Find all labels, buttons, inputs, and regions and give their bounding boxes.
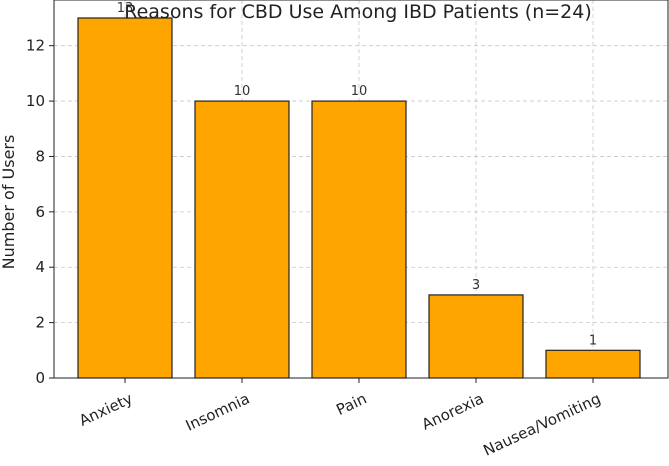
data-label: 1	[589, 333, 597, 348]
x-category-label: Pain	[333, 389, 369, 419]
y-tick-label: 0	[35, 369, 45, 387]
y-tick-label: 6	[35, 203, 45, 221]
x-category-label: Nausea/Vomiting	[480, 389, 603, 459]
y-tick-label: 4	[35, 258, 45, 276]
y-tick-label: 12	[26, 37, 45, 55]
x-category-label: Anorexia	[419, 389, 486, 433]
bar-anxiety	[77, 17, 173, 379]
bar-nausea-vomiting	[545, 349, 641, 379]
data-labels: 13 10 10 3 1	[117, 1, 597, 348]
x-category-label: Insomnia	[183, 389, 253, 434]
data-label: 3	[472, 278, 480, 293]
data-label: 13	[117, 1, 134, 16]
y-tick-label: 2	[35, 314, 45, 332]
bar-anorexia	[428, 294, 524, 379]
data-label: 10	[234, 84, 251, 99]
x-category-labels: Anxiety Insomnia Pain AnorexiaNausea/Vomiti…	[76, 389, 603, 459]
bar-pain	[311, 100, 407, 379]
y-tick-label: 8	[35, 147, 45, 165]
y-axis-label: Number of Users	[0, 135, 18, 270]
y-ticks: 0 2 4 6 8 10 12	[26, 37, 594, 387]
chart-title: Reasons for CBD Use Among IBD Patients (…	[124, 1, 592, 23]
y-tick-label: 10	[26, 92, 45, 110]
data-label: 10	[351, 84, 368, 99]
bar-insomnia	[194, 100, 290, 379]
bars	[77, 17, 641, 379]
x-category-label: Anxiety	[76, 389, 135, 429]
plot-frame	[53, 0, 669, 379]
